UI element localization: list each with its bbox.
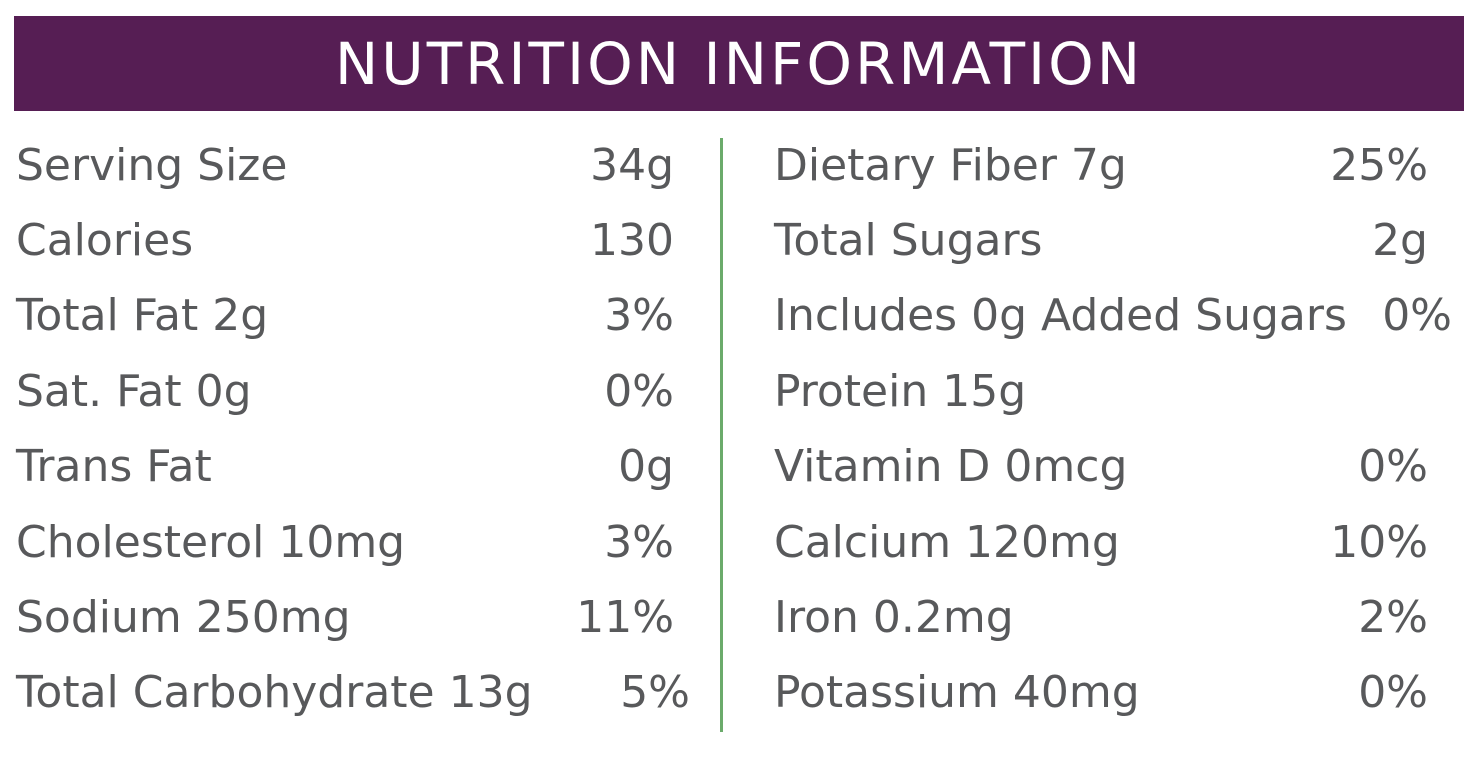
- nutrient-value: 3%: [604, 516, 674, 568]
- nutrient-row-iron: Iron 0.2mg 2%: [774, 580, 1454, 655]
- nutrient-label: Protein 15g: [774, 365, 1027, 417]
- nutrient-label: Total Fat 2g: [16, 290, 269, 342]
- nutrient-label: Serving Size: [16, 139, 288, 191]
- nutrient-value: 0%: [1358, 667, 1428, 719]
- nutrient-row-sodium: Sodium 250mg 11%: [16, 580, 696, 655]
- nutrient-value: 2%: [1358, 592, 1428, 644]
- nutrient-value: 5%: [620, 667, 690, 719]
- nutrient-value: 0%: [1382, 290, 1452, 342]
- nutrient-value: 2g: [1372, 215, 1428, 267]
- nutrient-row-total-carbohydrate: Total Carbohydrate 13g 5%: [16, 656, 696, 731]
- right-column: Dietary Fiber 7g 25% Total Sugars 2g Inc…: [774, 128, 1454, 731]
- nutrient-row-dietary-fiber: Dietary Fiber 7g 25%: [774, 128, 1454, 203]
- nutrient-value: 11%: [576, 592, 674, 644]
- panel-title: NUTRITION INFORMATION: [334, 29, 1144, 98]
- nutrient-row-total-fat: Total Fat 2g 3%: [16, 279, 696, 354]
- nutrient-value: 0%: [604, 365, 674, 417]
- nutrient-row-potassium: Potassium 40mg 0%: [774, 656, 1454, 731]
- nutrient-label: Cholesterol 10mg: [16, 516, 406, 568]
- title-bar: NUTRITION INFORMATION: [14, 16, 1464, 111]
- nutrient-label: Dietary Fiber 7g: [774, 139, 1127, 191]
- nutrient-label: Includes 0g Added Sugars: [774, 290, 1347, 342]
- nutrient-value: 25%: [1330, 139, 1428, 191]
- nutrient-label: Total Carbohydrate 13g: [16, 667, 533, 719]
- nutrient-row-trans-fat: Trans Fat 0g: [16, 430, 696, 505]
- nutrient-label: Vitamin D 0mcg: [774, 441, 1128, 493]
- nutrient-row-calcium: Calcium 120mg 10%: [774, 505, 1454, 580]
- nutrient-value: 130: [590, 215, 674, 267]
- nutrient-row-sat-fat: Sat. Fat 0g 0%: [16, 354, 696, 429]
- nutrient-label: Sodium 250mg: [16, 592, 351, 644]
- nutrient-label: Total Sugars: [774, 215, 1043, 267]
- nutrient-value: 0g: [618, 441, 674, 493]
- nutrient-row-total-sugars: Total Sugars 2g: [774, 203, 1454, 278]
- nutrient-label: Sat. Fat 0g: [16, 365, 252, 417]
- nutrient-value: 3%: [604, 290, 674, 342]
- nutrient-label: Calories: [16, 215, 194, 267]
- nutrient-label: Iron 0.2mg: [774, 592, 1014, 644]
- nutrient-row-serving-size: Serving Size 34g: [16, 128, 696, 203]
- nutrient-row-cholesterol: Cholesterol 10mg 3%: [16, 505, 696, 580]
- nutrient-row-added-sugars: Includes 0g Added Sugars 0%: [774, 279, 1454, 354]
- nutrient-label: Potassium 40mg: [774, 667, 1140, 719]
- nutrient-value: 10%: [1330, 516, 1428, 568]
- nutrient-value: 0%: [1358, 441, 1428, 493]
- nutrient-row-vitamin-d: Vitamin D 0mcg 0%: [774, 430, 1454, 505]
- nutrient-row-protein: Protein 15g: [774, 354, 1454, 429]
- left-column: Serving Size 34g Calories 130 Total Fat …: [16, 128, 696, 731]
- column-divider: [720, 138, 723, 732]
- nutrient-label: Calcium 120mg: [774, 516, 1120, 568]
- nutrient-label: Trans Fat: [16, 441, 212, 493]
- nutrient-row-calories: Calories 130: [16, 203, 696, 278]
- nutrient-value: 34g: [590, 139, 674, 191]
